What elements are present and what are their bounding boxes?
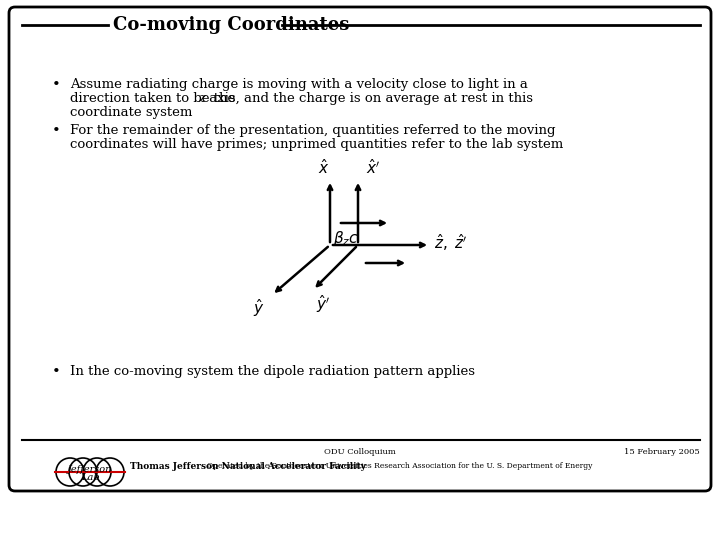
Text: Jefferson: Jefferson (68, 464, 112, 474)
Text: 15 February 2005: 15 February 2005 (624, 448, 700, 456)
Text: •: • (52, 365, 60, 379)
Text: $\hat{z},\ \hat{z}'$: $\hat{z},\ \hat{z}'$ (434, 233, 468, 253)
Text: Co-moving Coordinates: Co-moving Coordinates (113, 16, 349, 34)
Text: coordinates will have primes; unprimed quantities refer to the lab system: coordinates will have primes; unprimed q… (70, 138, 563, 151)
Text: Assume radiating charge is moving with a velocity close to light in a: Assume radiating charge is moving with a… (70, 78, 528, 91)
Text: •: • (52, 78, 60, 92)
Text: Operated by the Southeastern Universities Research Association for the U. S. Dep: Operated by the Southeastern Universitie… (207, 462, 593, 470)
Text: Lab: Lab (81, 472, 99, 482)
Text: axis, and the charge is on average at rest in this: axis, and the charge is on average at re… (205, 92, 533, 105)
Text: Thomas Jefferson National Accelerator Facility: Thomas Jefferson National Accelerator Fa… (130, 462, 366, 471)
Text: direction taken to be the: direction taken to be the (70, 92, 240, 105)
Text: ODU Colloquium: ODU Colloquium (324, 448, 396, 456)
Text: z: z (198, 92, 205, 105)
Text: $\beta_z c$: $\beta_z c$ (333, 230, 359, 248)
Text: For the remainder of the presentation, quantities referred to the moving: For the remainder of the presentation, q… (70, 124, 556, 137)
Text: In the co-moving system the dipole radiation pattern applies: In the co-moving system the dipole radia… (70, 365, 475, 378)
FancyBboxPatch shape (9, 7, 711, 491)
Text: $\hat{x}$: $\hat{x}$ (318, 158, 330, 177)
Text: $\hat{y}'$: $\hat{y}'$ (316, 293, 330, 315)
Text: $\hat{y}$: $\hat{y}$ (253, 297, 265, 319)
Text: $\hat{x}'$: $\hat{x}'$ (366, 158, 380, 177)
Text: •: • (52, 124, 60, 138)
Text: coordinate system: coordinate system (70, 106, 192, 119)
